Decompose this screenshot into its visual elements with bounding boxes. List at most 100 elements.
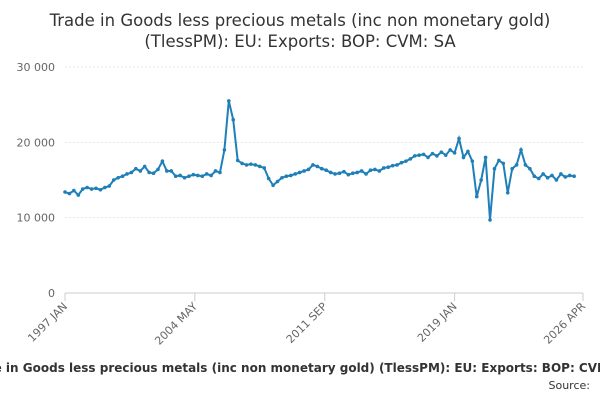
point — [545, 175, 550, 180]
point — [80, 187, 85, 191]
point — [390, 163, 395, 168]
point — [227, 99, 231, 103]
point — [563, 175, 568, 179]
point — [346, 172, 351, 177]
point — [492, 166, 497, 171]
point — [306, 167, 311, 172]
chart-title: Trade in Goods less precious metals (inc… — [49, 11, 551, 51]
point — [196, 173, 200, 178]
point — [169, 169, 174, 173]
y-tick-label: 0 — [48, 287, 55, 300]
point — [572, 174, 576, 179]
point — [448, 148, 452, 152]
point — [430, 151, 435, 156]
point — [258, 164, 262, 169]
point — [554, 178, 559, 182]
point — [76, 193, 81, 197]
point — [249, 162, 253, 166]
point — [173, 174, 178, 179]
point — [466, 149, 470, 154]
point — [142, 164, 147, 169]
point — [253, 163, 258, 167]
point — [337, 171, 342, 176]
y-tick-label: 30 000 — [17, 61, 56, 74]
point — [528, 166, 532, 171]
point — [280, 175, 284, 180]
point — [457, 136, 461, 141]
point — [107, 184, 112, 188]
point — [85, 185, 89, 190]
y-tick-label: 20 000 — [17, 136, 56, 149]
y-tick-label: 10 000 — [17, 212, 56, 225]
point — [67, 191, 72, 196]
point — [461, 155, 466, 160]
point — [395, 163, 399, 167]
point — [342, 169, 346, 174]
point — [541, 172, 545, 176]
point — [98, 187, 103, 192]
point — [116, 175, 120, 180]
point — [240, 161, 244, 166]
point — [505, 191, 510, 195]
point — [213, 169, 218, 173]
point — [470, 159, 475, 163]
point — [488, 218, 492, 222]
point — [222, 148, 227, 152]
source: Source: — [549, 379, 591, 392]
point — [271, 183, 275, 188]
x-tick-label: 2004 MAY — [152, 300, 200, 348]
point — [381, 166, 386, 170]
point — [266, 176, 271, 181]
point — [412, 154, 417, 158]
point — [443, 153, 448, 157]
point — [160, 159, 165, 163]
point — [72, 188, 76, 193]
point — [156, 167, 160, 172]
point — [324, 168, 329, 173]
point — [567, 173, 572, 178]
point — [182, 175, 187, 180]
point — [404, 159, 408, 163]
point — [275, 179, 280, 184]
point — [559, 172, 563, 176]
point — [479, 178, 483, 182]
point — [368, 168, 373, 173]
point — [111, 178, 116, 182]
point — [483, 155, 488, 160]
point — [328, 170, 333, 175]
point — [311, 163, 315, 167]
point — [297, 170, 302, 175]
point — [200, 174, 205, 179]
point — [288, 173, 293, 178]
point — [120, 174, 125, 179]
point — [125, 172, 129, 176]
point — [386, 165, 390, 169]
point — [315, 164, 320, 169]
point — [151, 171, 156, 176]
point — [550, 173, 554, 178]
point — [63, 190, 67, 194]
x-tick-label: 1997 JAN — [25, 300, 70, 345]
point — [103, 185, 107, 190]
point — [284, 174, 289, 179]
point — [417, 153, 421, 157]
point — [333, 172, 337, 176]
point — [435, 154, 439, 158]
point — [293, 172, 298, 176]
point — [523, 163, 528, 167]
point — [319, 166, 324, 171]
point — [302, 169, 306, 173]
point — [497, 158, 501, 163]
caption: Trade in Goods less precious metals (inc… — [0, 361, 600, 375]
point — [262, 166, 267, 170]
point — [218, 170, 222, 175]
point — [209, 173, 213, 178]
point — [89, 187, 94, 191]
point — [244, 163, 249, 167]
x-tick-label: 2011 SEP — [284, 300, 330, 346]
point — [426, 155, 430, 160]
point — [355, 170, 360, 175]
point — [235, 158, 240, 163]
